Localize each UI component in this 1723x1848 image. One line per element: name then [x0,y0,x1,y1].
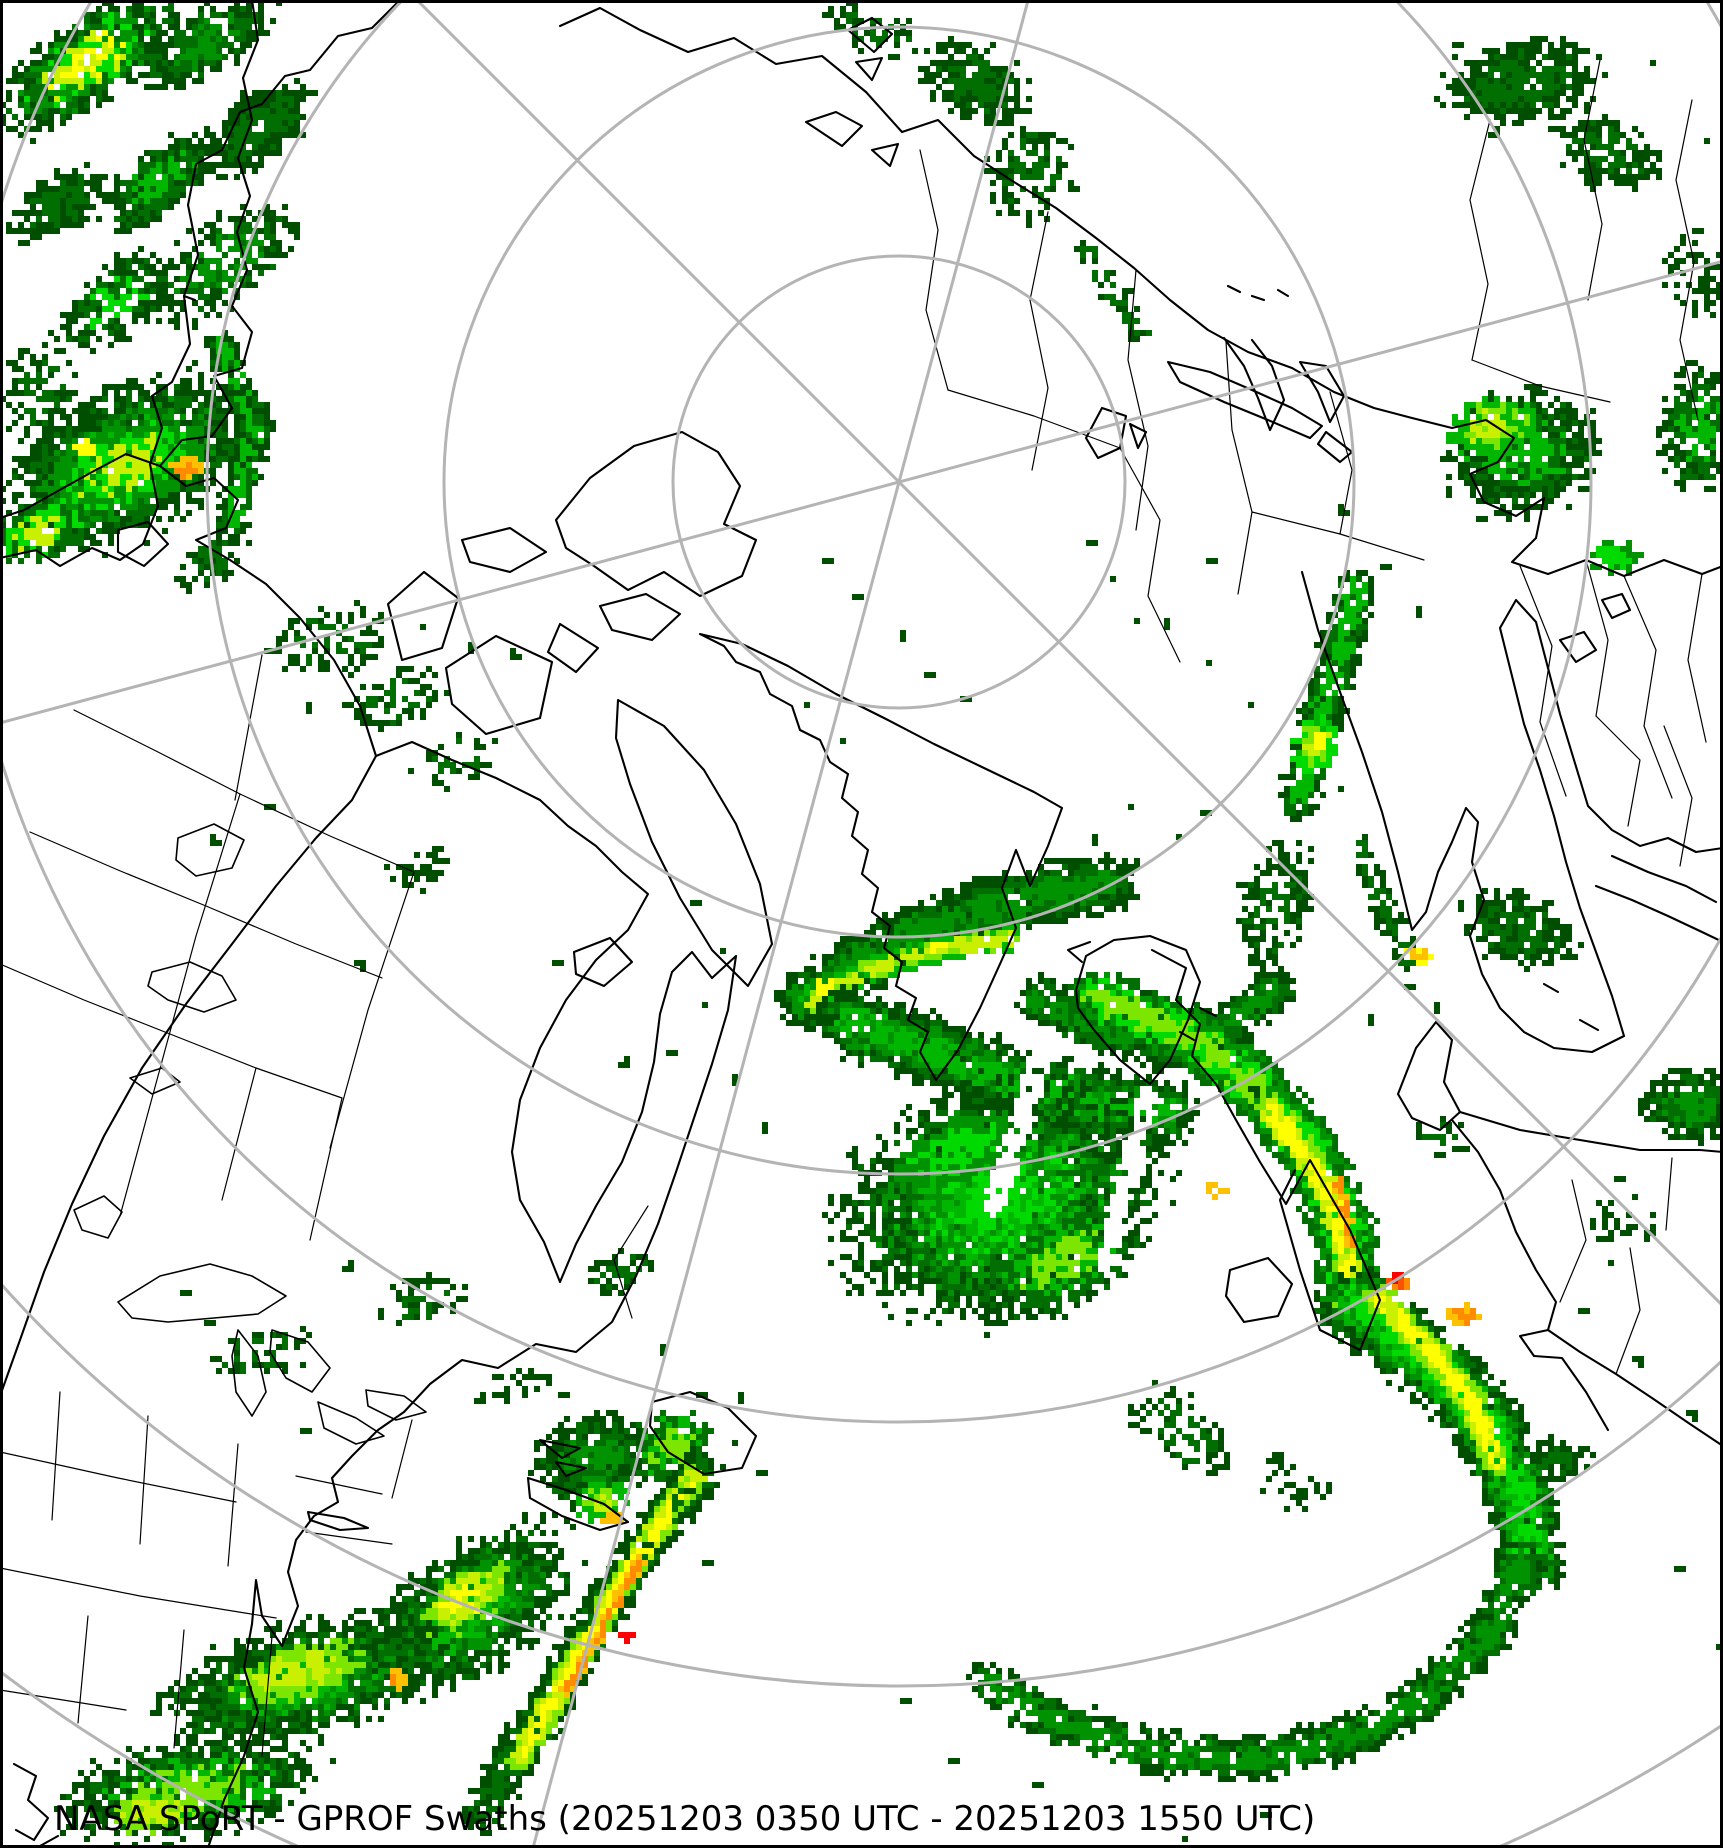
map-caption: NASA SPoRT - GPROF Swaths (20251203 0350… [54,1799,1316,1839]
latitude-circle [0,1280,1723,1688]
meridian-line [0,259,1723,725]
lakes-layer [73,823,427,1445]
latitude-circle [0,0,1723,1424]
latitude-circle [671,254,1127,710]
latitude-circle [205,0,1593,1176]
admin-borders-layer [0,59,1707,1757]
latitude-circle [442,25,1356,939]
